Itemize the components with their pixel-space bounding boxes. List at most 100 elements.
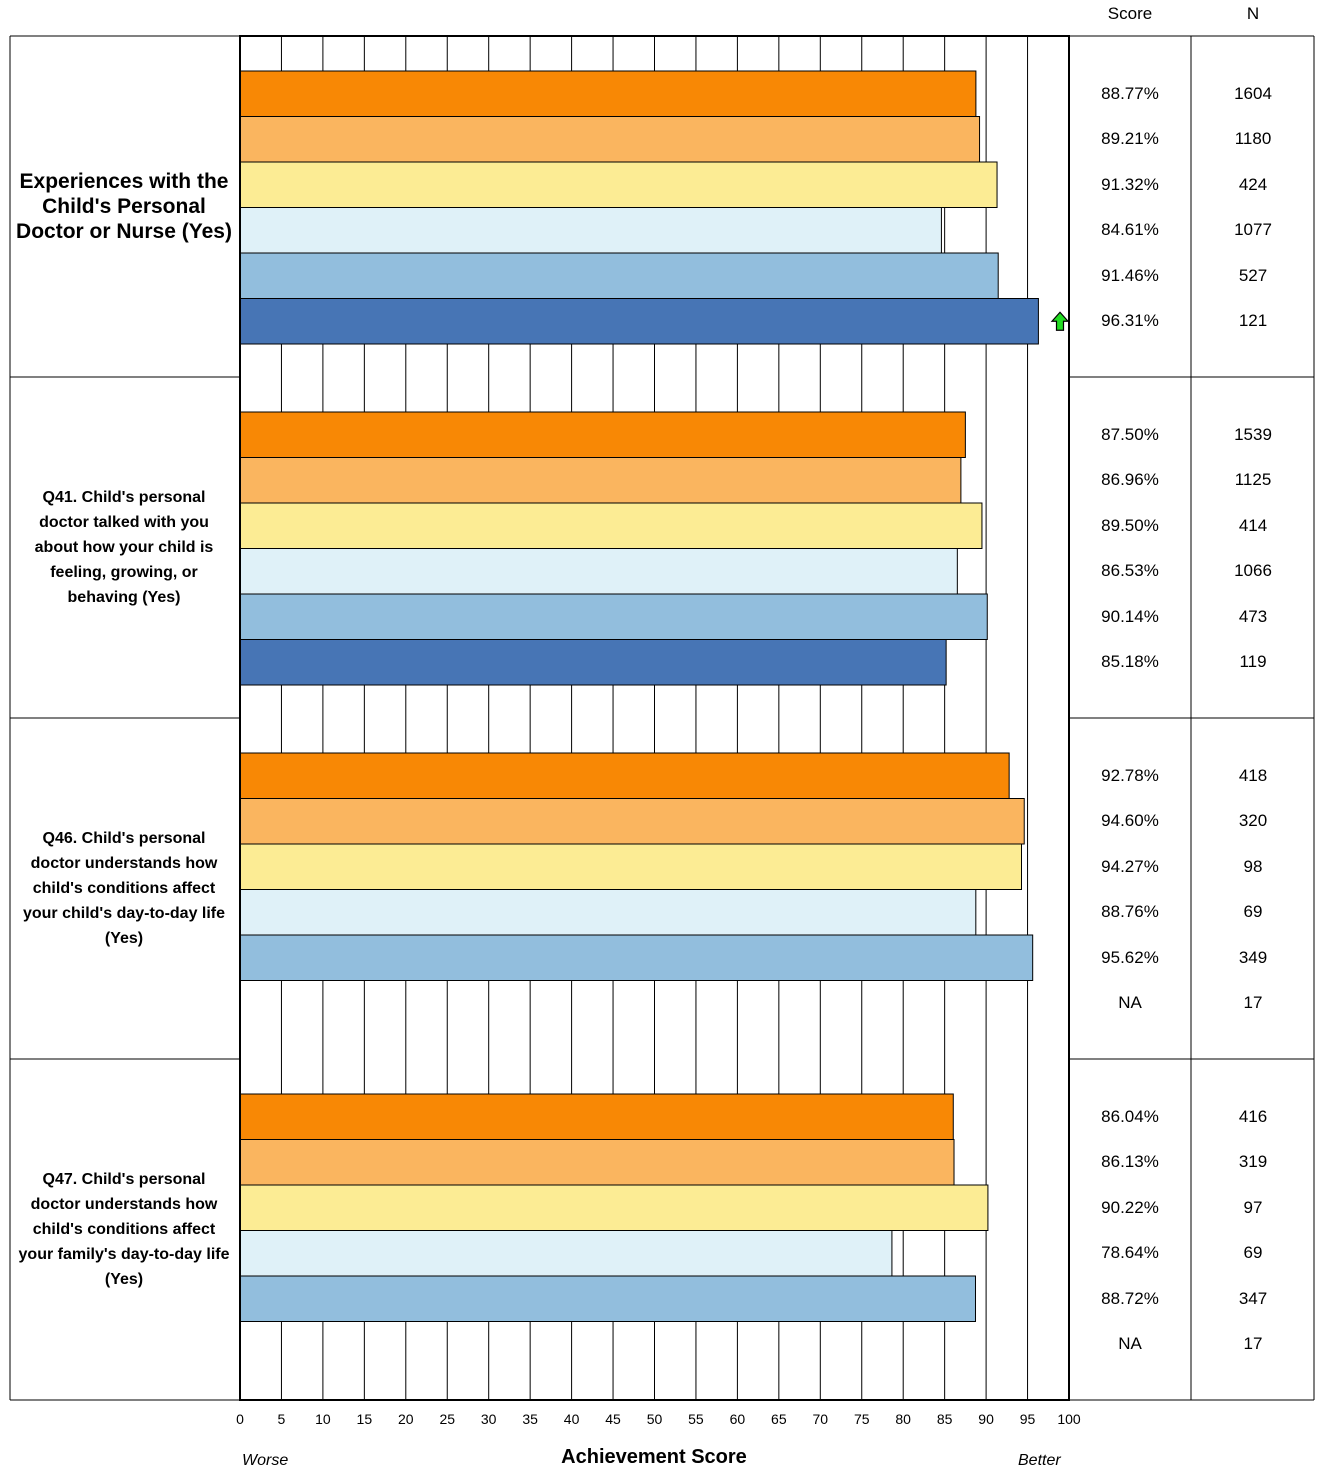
score-cell: 92.78% [1101,765,1159,785]
n-cell: 17 [1243,1334,1263,1354]
n-cell: 418 [1238,765,1268,785]
bar [239,1093,954,1140]
bar [239,411,966,458]
x-tick-label: 35 [522,1411,538,1427]
score-cell: 88.77% [1101,83,1159,103]
n-cell: 347 [1238,1288,1268,1308]
bar [239,161,998,208]
n-column-header: N [1246,4,1260,23]
n-cell: 1180 [1234,129,1272,149]
x-axis-title: Achievement Score [561,1446,747,1468]
n-cell: 69 [1243,902,1263,922]
n-cell: 1604 [1234,83,1272,103]
better-label: Better [1018,1452,1061,1469]
x-tick-label: 70 [812,1411,829,1427]
bar [239,889,977,936]
score-cell: 86.96% [1101,470,1159,490]
x-tick-label: 95 [1019,1411,1036,1427]
n-cell: 1125 [1234,470,1272,490]
bar [239,1139,955,1186]
bar [239,116,981,163]
bar [239,252,999,299]
bar [239,1184,989,1231]
bar [239,298,1039,345]
score-cell: NA [1118,993,1142,1013]
n-cell: 1539 [1234,424,1272,444]
score-cell: 90.22% [1101,1197,1159,1217]
x-tick-label: 25 [439,1411,456,1427]
bar [239,1275,976,1322]
worse-label: Worse [242,1452,289,1469]
x-tick-label: 60 [729,1411,746,1427]
score-cell: 94.60% [1101,811,1159,831]
n-cell: 1077 [1234,220,1272,240]
x-tick-label: 55 [688,1411,704,1427]
x-tick-label: 20 [398,1411,414,1427]
score-cell: NA [1118,1334,1142,1354]
x-tick-label: 90 [978,1411,994,1427]
score-cell: 84.61% [1101,220,1159,240]
n-cell: 69 [1243,1243,1263,1263]
n-cell: 349 [1238,947,1268,967]
score-cell: 90.14% [1101,606,1159,626]
bar [239,843,1022,890]
x-tick-label: 65 [771,1411,787,1427]
score-cell: 91.46% [1101,265,1159,285]
x-tick-label: 40 [563,1411,580,1427]
score-cell: 78.64% [1101,1243,1159,1263]
group-label: Q41. Child's personal doctor talked with… [34,489,214,606]
n-cell: 414 [1238,515,1268,535]
x-tick-label: 15 [356,1411,373,1427]
x-tick-label: 0 [236,1411,244,1427]
bar [239,934,1034,981]
bar [239,548,958,595]
score-cell: 96.31% [1101,311,1159,331]
score-cell: 88.76% [1101,902,1159,922]
n-cell: 416 [1238,1106,1268,1126]
n-cell: 527 [1238,265,1268,285]
bar [239,457,962,504]
x-tick-label: 100 [1057,1411,1081,1427]
score-cell: 86.13% [1101,1152,1159,1172]
n-cell: 424 [1238,174,1268,194]
up-arrow-icon [1050,311,1070,331]
n-cell: 17 [1243,993,1263,1013]
x-tick-label: 50 [646,1411,663,1427]
n-cell: 473 [1238,606,1268,626]
bar [239,593,988,640]
bar [239,752,1010,799]
n-cell: 97 [1243,1197,1263,1217]
bar [239,639,947,686]
score-cell: 87.50% [1101,424,1159,444]
group-label: Experiences with the Child's Personal Do… [16,170,232,243]
score-cell: 94.27% [1101,856,1159,876]
score-column-header: Score [1107,4,1153,23]
n-cell: 98 [1243,856,1263,876]
group-label: Q47. Child's personal doctor understands… [18,1171,230,1288]
bar [239,1230,893,1277]
n-cell: 119 [1239,652,1267,672]
x-tick-label: 10 [315,1411,331,1427]
x-tick-label: 85 [936,1411,953,1427]
x-tick-label: 45 [605,1411,621,1427]
n-cell: 1066 [1234,561,1272,581]
score-cell: 89.50% [1101,515,1159,535]
bar [239,502,983,549]
bar [239,798,1025,845]
n-cell: 121 [1238,311,1268,331]
n-cell: 320 [1238,811,1268,831]
x-tick-label: 80 [895,1411,911,1427]
x-tick-label: 30 [480,1411,497,1427]
score-cell: 89.21% [1101,129,1159,149]
bar [239,70,977,117]
score-cell: 95.62% [1101,947,1159,967]
score-cell: 85.18% [1101,652,1159,672]
score-cell: 86.53% [1101,561,1159,581]
score-cell: 86.04% [1101,1106,1159,1126]
x-tick-label: 75 [853,1411,870,1427]
score-cell: 88.72% [1101,1288,1159,1308]
score-cell: 91.32% [1101,174,1159,194]
bar [239,207,942,254]
